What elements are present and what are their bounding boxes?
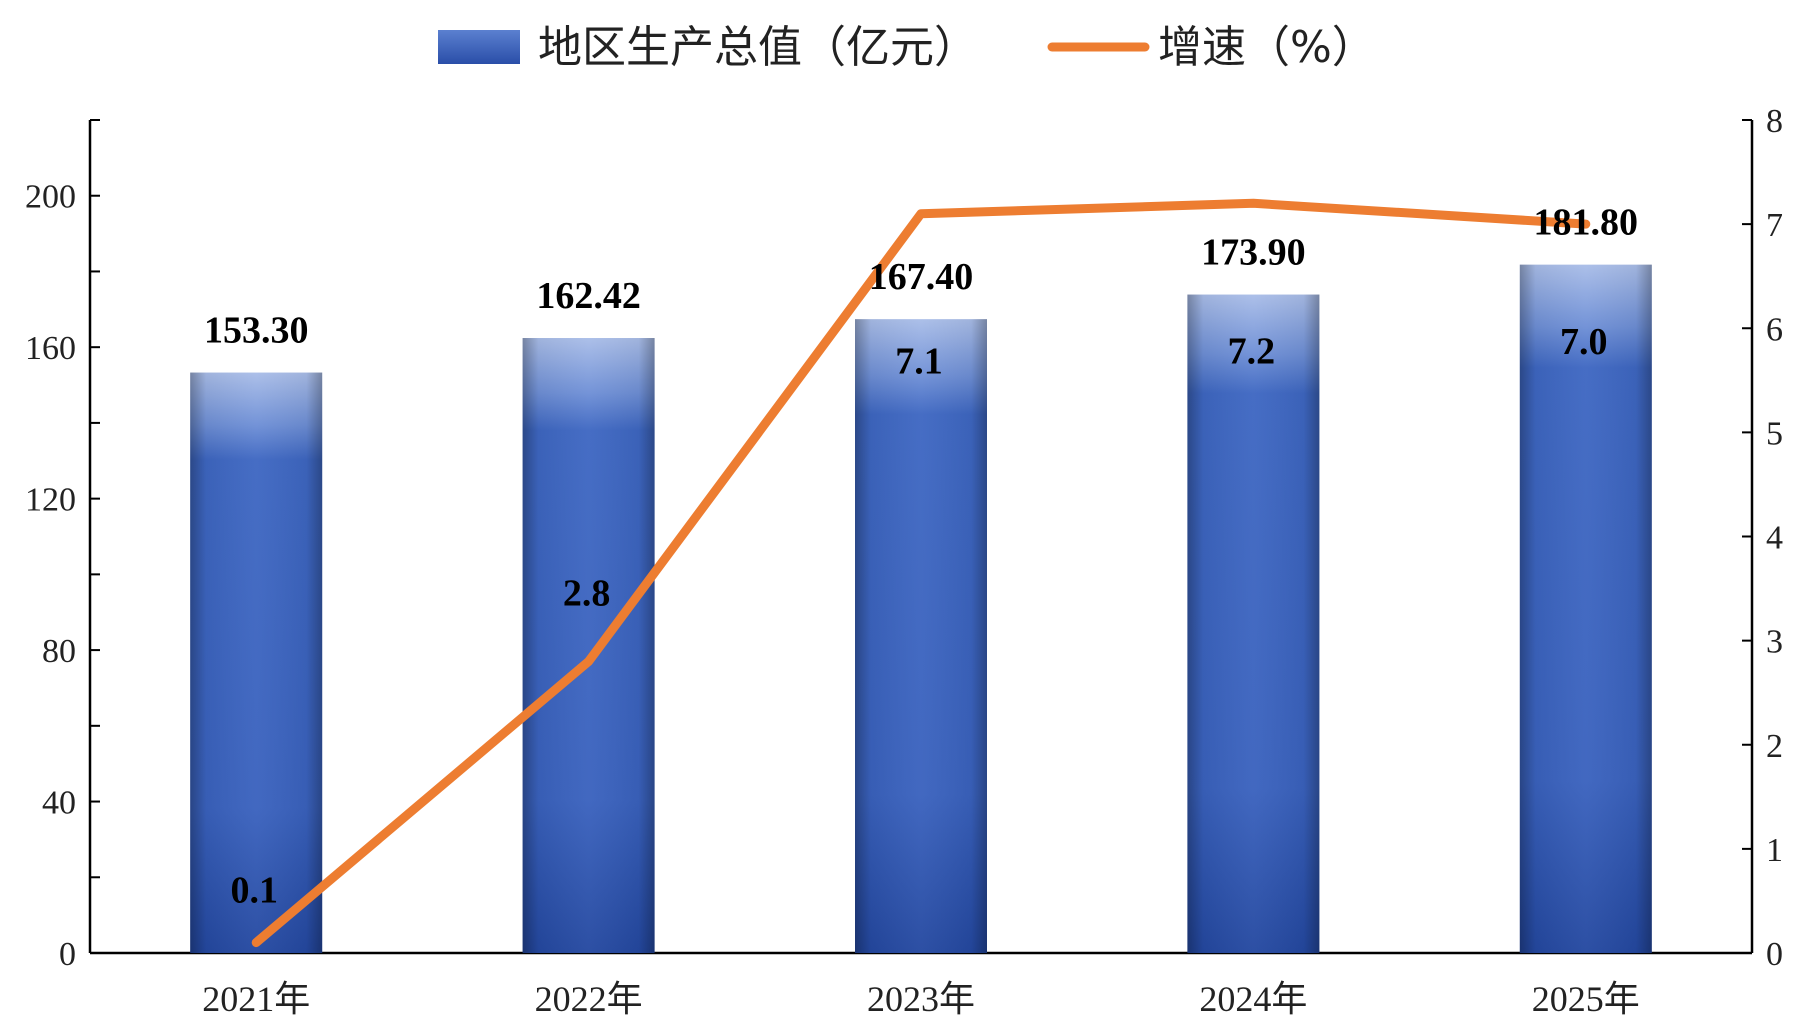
right-tick-label: 0 (1766, 936, 1783, 973)
bar-series (190, 264, 1652, 954)
growth-line-series (251, 198, 1591, 948)
gdp-bar-shade (190, 372, 323, 954)
gdp-bar-shade (1187, 294, 1320, 953)
growth-rate-label: 7.1 (895, 341, 943, 383)
gdp-value-label: 167.40 (869, 256, 974, 298)
data-labels: 153.30 162.42 167.40 173.90 181.80 0.1 2.8 7.1 7… (204, 202, 1638, 912)
year-label: 2025年 (1532, 979, 1640, 1019)
legend-bar-label: 地区生产总值（亿元） (538, 22, 978, 73)
gdp-value-label: 181.80 (1534, 202, 1639, 244)
left-axis-ticks: 0 40 80 120 160 200 (25, 119, 100, 973)
left-tick-label: 40 (42, 785, 76, 822)
right-axis-ticks: 0 1 2 3 4 5 6 7 8 (1742, 103, 1783, 973)
right-tick-label: 2 (1766, 728, 1783, 765)
year-label: 2023年 (867, 979, 975, 1019)
gdp-value-label: 153.30 (204, 310, 309, 352)
growth-rate-label: 2.8 (563, 572, 611, 614)
growth-rate-label: 7.0 (1560, 321, 1608, 363)
year-label: 2021年 (202, 979, 310, 1019)
category-labels: 2021年 2022年 2023年 2024年 2025年 (202, 979, 1640, 1019)
year-label: 2022年 (535, 979, 643, 1019)
left-tick-label: 0 (59, 936, 76, 973)
gdp-value-label: 162.42 (536, 275, 641, 317)
left-tick-label: 160 (25, 330, 76, 367)
gdp-bar-shade (522, 338, 655, 954)
growth-line (251, 198, 1591, 948)
right-tick-label: 7 (1766, 207, 1783, 244)
left-tick-label: 200 (25, 179, 76, 216)
gdp-value-label: 173.90 (1201, 232, 1306, 274)
right-tick-label: 8 (1766, 103, 1783, 140)
right-tick-label: 3 (1766, 624, 1783, 661)
legend-line-label: 增速（%） (1158, 22, 1376, 73)
gdp-bar-shade (1519, 264, 1652, 953)
year-label: 2024年 (1199, 979, 1307, 1019)
growth-rate-label: 0.1 (230, 870, 278, 912)
right-tick-label: 5 (1766, 415, 1783, 452)
right-tick-label: 1 (1766, 832, 1783, 869)
legend: 地区生产总值（亿元） 增速（%） (438, 22, 1376, 73)
legend-bar-swatch (438, 30, 520, 64)
right-tick-label: 6 (1766, 311, 1783, 348)
gdp-bar-shade (855, 319, 987, 953)
right-tick-label: 4 (1766, 520, 1783, 557)
left-tick-label: 80 (42, 633, 76, 670)
growth-rate-label: 7.2 (1228, 330, 1276, 372)
left-tick-label: 120 (25, 482, 76, 519)
